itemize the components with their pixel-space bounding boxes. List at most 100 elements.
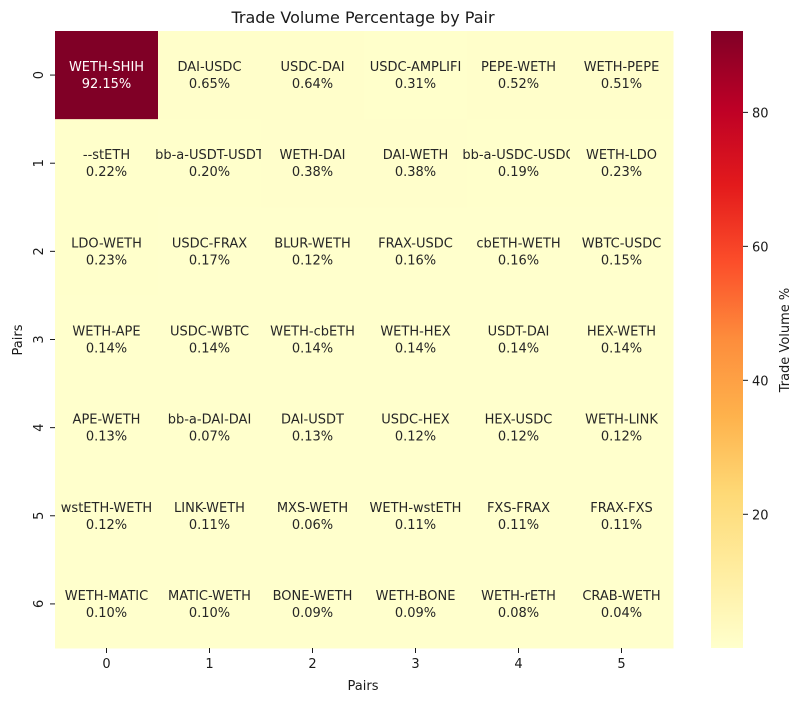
heatmap-cell <box>158 207 262 296</box>
y-tick-label: 2 <box>32 247 47 255</box>
cell-value-label: 0.22% <box>86 165 127 180</box>
cell-value-label: 0.09% <box>395 606 436 621</box>
heatmap-cell <box>467 559 571 649</box>
cell-value-label: 0.31% <box>395 77 436 92</box>
cell-pair-label: USDC-WBTC <box>170 324 249 339</box>
cell-pair-label: USDC-DAI <box>280 60 344 75</box>
cell-value-label: 0.08% <box>498 606 539 621</box>
cell-value-label: 0.06% <box>292 518 333 533</box>
x-tick-label: 2 <box>308 657 316 672</box>
colorbar-tick-label: 60 <box>752 240 769 255</box>
heatmap-cell <box>158 559 262 649</box>
cell-value-label: 0.23% <box>601 165 642 180</box>
y-axis-ticks: 0 1 2 3 4 5 6 <box>32 71 55 608</box>
cell-pair-label: WETH-PEPE <box>584 60 660 75</box>
colorbar-tick-label: 40 <box>752 374 769 389</box>
heatmap-cell <box>158 31 262 120</box>
cell-pair-label: LDO-WETH <box>71 236 142 251</box>
cell-value-label: 0.14% <box>395 341 436 356</box>
cell-value-label: 0.09% <box>292 606 333 621</box>
cell-pair-label: WBTC-USDC <box>582 236 662 251</box>
heatmap-cell <box>364 559 468 649</box>
cell-value-label: 0.10% <box>189 606 230 621</box>
cell-value-label: 0.12% <box>601 430 642 445</box>
cell-value-label: 0.64% <box>292 77 333 92</box>
cell-pair-label: USDC-FRAX <box>172 236 247 251</box>
cell-pair-label: LINK-WETH <box>174 501 245 516</box>
cell-pair-label: WETH-APE <box>72 324 140 339</box>
heatmap-cell <box>55 559 159 649</box>
cell-value-label: 0.16% <box>498 253 539 268</box>
heatmap-cell <box>570 207 674 296</box>
x-axis-label: Pairs <box>348 679 379 694</box>
y-axis-label: Pairs <box>11 324 26 355</box>
heatmap-cell <box>158 383 262 473</box>
heatmap-cell <box>570 559 674 649</box>
cell-value-label: 0.15% <box>601 253 642 268</box>
cell-pair-label: HEX-WETH <box>587 324 656 339</box>
colorbar-tick-label: 20 <box>752 508 769 523</box>
cell-pair-label: WETH-BONE <box>376 589 456 604</box>
cell-value-label: 0.51% <box>601 77 642 92</box>
cell-value-label: 0.20% <box>189 165 230 180</box>
cell-value-label: 0.11% <box>395 518 436 533</box>
cell-pair-label: FRAX-USDC <box>378 236 453 251</box>
cell-pair-label: USDC-AMPLIFI <box>370 60 462 75</box>
heatmap-cell <box>570 383 674 473</box>
heatmap-cell <box>55 31 159 120</box>
cell-value-label: 0.12% <box>498 430 539 445</box>
cell-pair-label: wstETH-WETH <box>61 501 152 516</box>
heatmap-cell <box>570 471 674 561</box>
cell-pair-label: bb-a-USDT-USDT <box>155 148 264 163</box>
heatmap-cell <box>55 119 159 208</box>
heatmap-cell <box>158 295 262 385</box>
chart-title: Trade Volume Percentage by Pair <box>230 8 494 27</box>
cell-value-label: 0.12% <box>395 430 436 445</box>
cell-pair-label: bb-a-DAI-DAI <box>168 413 252 428</box>
x-tick-label: 1 <box>205 657 213 672</box>
heatmap-cell <box>261 207 365 296</box>
cell-pair-label: USDC-HEX <box>381 413 450 428</box>
cell-pair-label: FRAX-FXS <box>590 501 652 516</box>
heatmap-cell <box>467 383 571 473</box>
heatmap-cell <box>570 31 674 120</box>
cell-value-label: 0.38% <box>395 165 436 180</box>
y-tick-label: 5 <box>32 512 47 520</box>
heatmap-cell <box>364 383 468 473</box>
heatmap-cell <box>364 295 468 385</box>
heatmap-cell <box>261 119 365 208</box>
cell-pair-label: DAI-WETH <box>383 148 448 163</box>
heatmap-cell <box>261 295 365 385</box>
cell-value-label: 0.14% <box>86 341 127 356</box>
cell-value-label: 0.11% <box>601 518 642 533</box>
cell-pair-label: WETH-cbETH <box>270 324 355 339</box>
cell-value-label: 0.14% <box>601 341 642 356</box>
cell-pair-label: CRAB-WETH <box>582 589 660 604</box>
cell-pair-label: bb-a-USDC-USDC <box>462 148 574 163</box>
cell-value-label: 0.07% <box>189 430 230 445</box>
heatmap-cell <box>570 119 674 208</box>
cell-pair-label: WETH-MATIC <box>65 589 148 604</box>
cell-value-label: 0.12% <box>292 253 333 268</box>
cell-value-label: 0.19% <box>498 165 539 180</box>
cell-pair-label: MATIC-WETH <box>168 589 251 604</box>
heatmap-cell <box>467 31 571 120</box>
heatmap-cell <box>261 31 365 120</box>
cell-pair-label: WETH-HEX <box>380 324 450 339</box>
y-tick-label: 3 <box>32 335 47 343</box>
y-tick-label: 1 <box>32 159 47 167</box>
cell-value-label: 0.16% <box>395 253 436 268</box>
colorbar-tick-label: 80 <box>752 106 769 121</box>
heatmap-cell <box>158 471 262 561</box>
cell-value-label: 0.12% <box>86 518 127 533</box>
heatmap-cell <box>467 207 571 296</box>
heatmap-cell <box>364 471 468 561</box>
cell-pair-label: HEX-USDC <box>485 413 553 428</box>
cell-pair-label: WETH-LINK <box>585 413 658 428</box>
heatmap-cell <box>364 31 468 120</box>
x-tick-label: 5 <box>617 657 625 672</box>
cell-pair-label: WETH-LDO <box>586 148 657 163</box>
cell-value-label: 92.15% <box>82 77 132 92</box>
colorbar-ticks: 20 40 60 80 <box>743 106 769 523</box>
y-tick-label: 6 <box>32 600 47 608</box>
